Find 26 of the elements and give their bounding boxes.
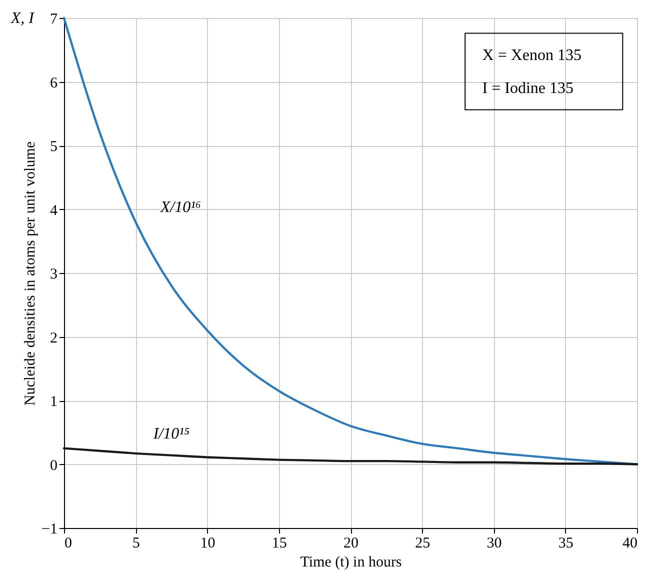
y-tick-label: 6 [50, 75, 58, 92]
x-tick-label: 5 [132, 536, 140, 552]
text: X, I [10, 10, 35, 27]
y-tick-label: 0 [50, 458, 58, 474]
x-tick-label: 15 [272, 536, 287, 552]
y-tick-label: 7 [50, 12, 58, 28]
x-tick-label: 40 [622, 536, 638, 552]
x-tick-label: 10 [200, 536, 216, 552]
y-tick-label: 4 [50, 202, 58, 219]
x-tick-label: 30 [486, 536, 502, 552]
y-tick-label: 5 [50, 139, 58, 155]
x-tick-label: 35 [558, 536, 574, 552]
x-axis-title: Time (t) in hours [300, 554, 402, 570]
y-tick-label: 3 [50, 266, 58, 282]
line-series [62, 447, 638, 466]
series-label: X/10¹⁶ [159, 199, 202, 216]
x-tick-label: 25 [415, 536, 430, 552]
annotation: I = Iodine 135 [482, 80, 574, 98]
annotation: X = Xenon 135 [482, 46, 582, 64]
y-tick-label: 2 [50, 330, 58, 346]
y-tick-label: 1 [50, 394, 58, 410]
y-axis-title: Nucleide densities in atoms per unit volume [22, 141, 39, 406]
y-tick-label: −1 [42, 522, 58, 538]
x-tick-label: 20 [344, 536, 358, 552]
series-label: I/10¹⁵ [152, 425, 190, 442]
x-tick-label: 0 [64, 536, 72, 552]
